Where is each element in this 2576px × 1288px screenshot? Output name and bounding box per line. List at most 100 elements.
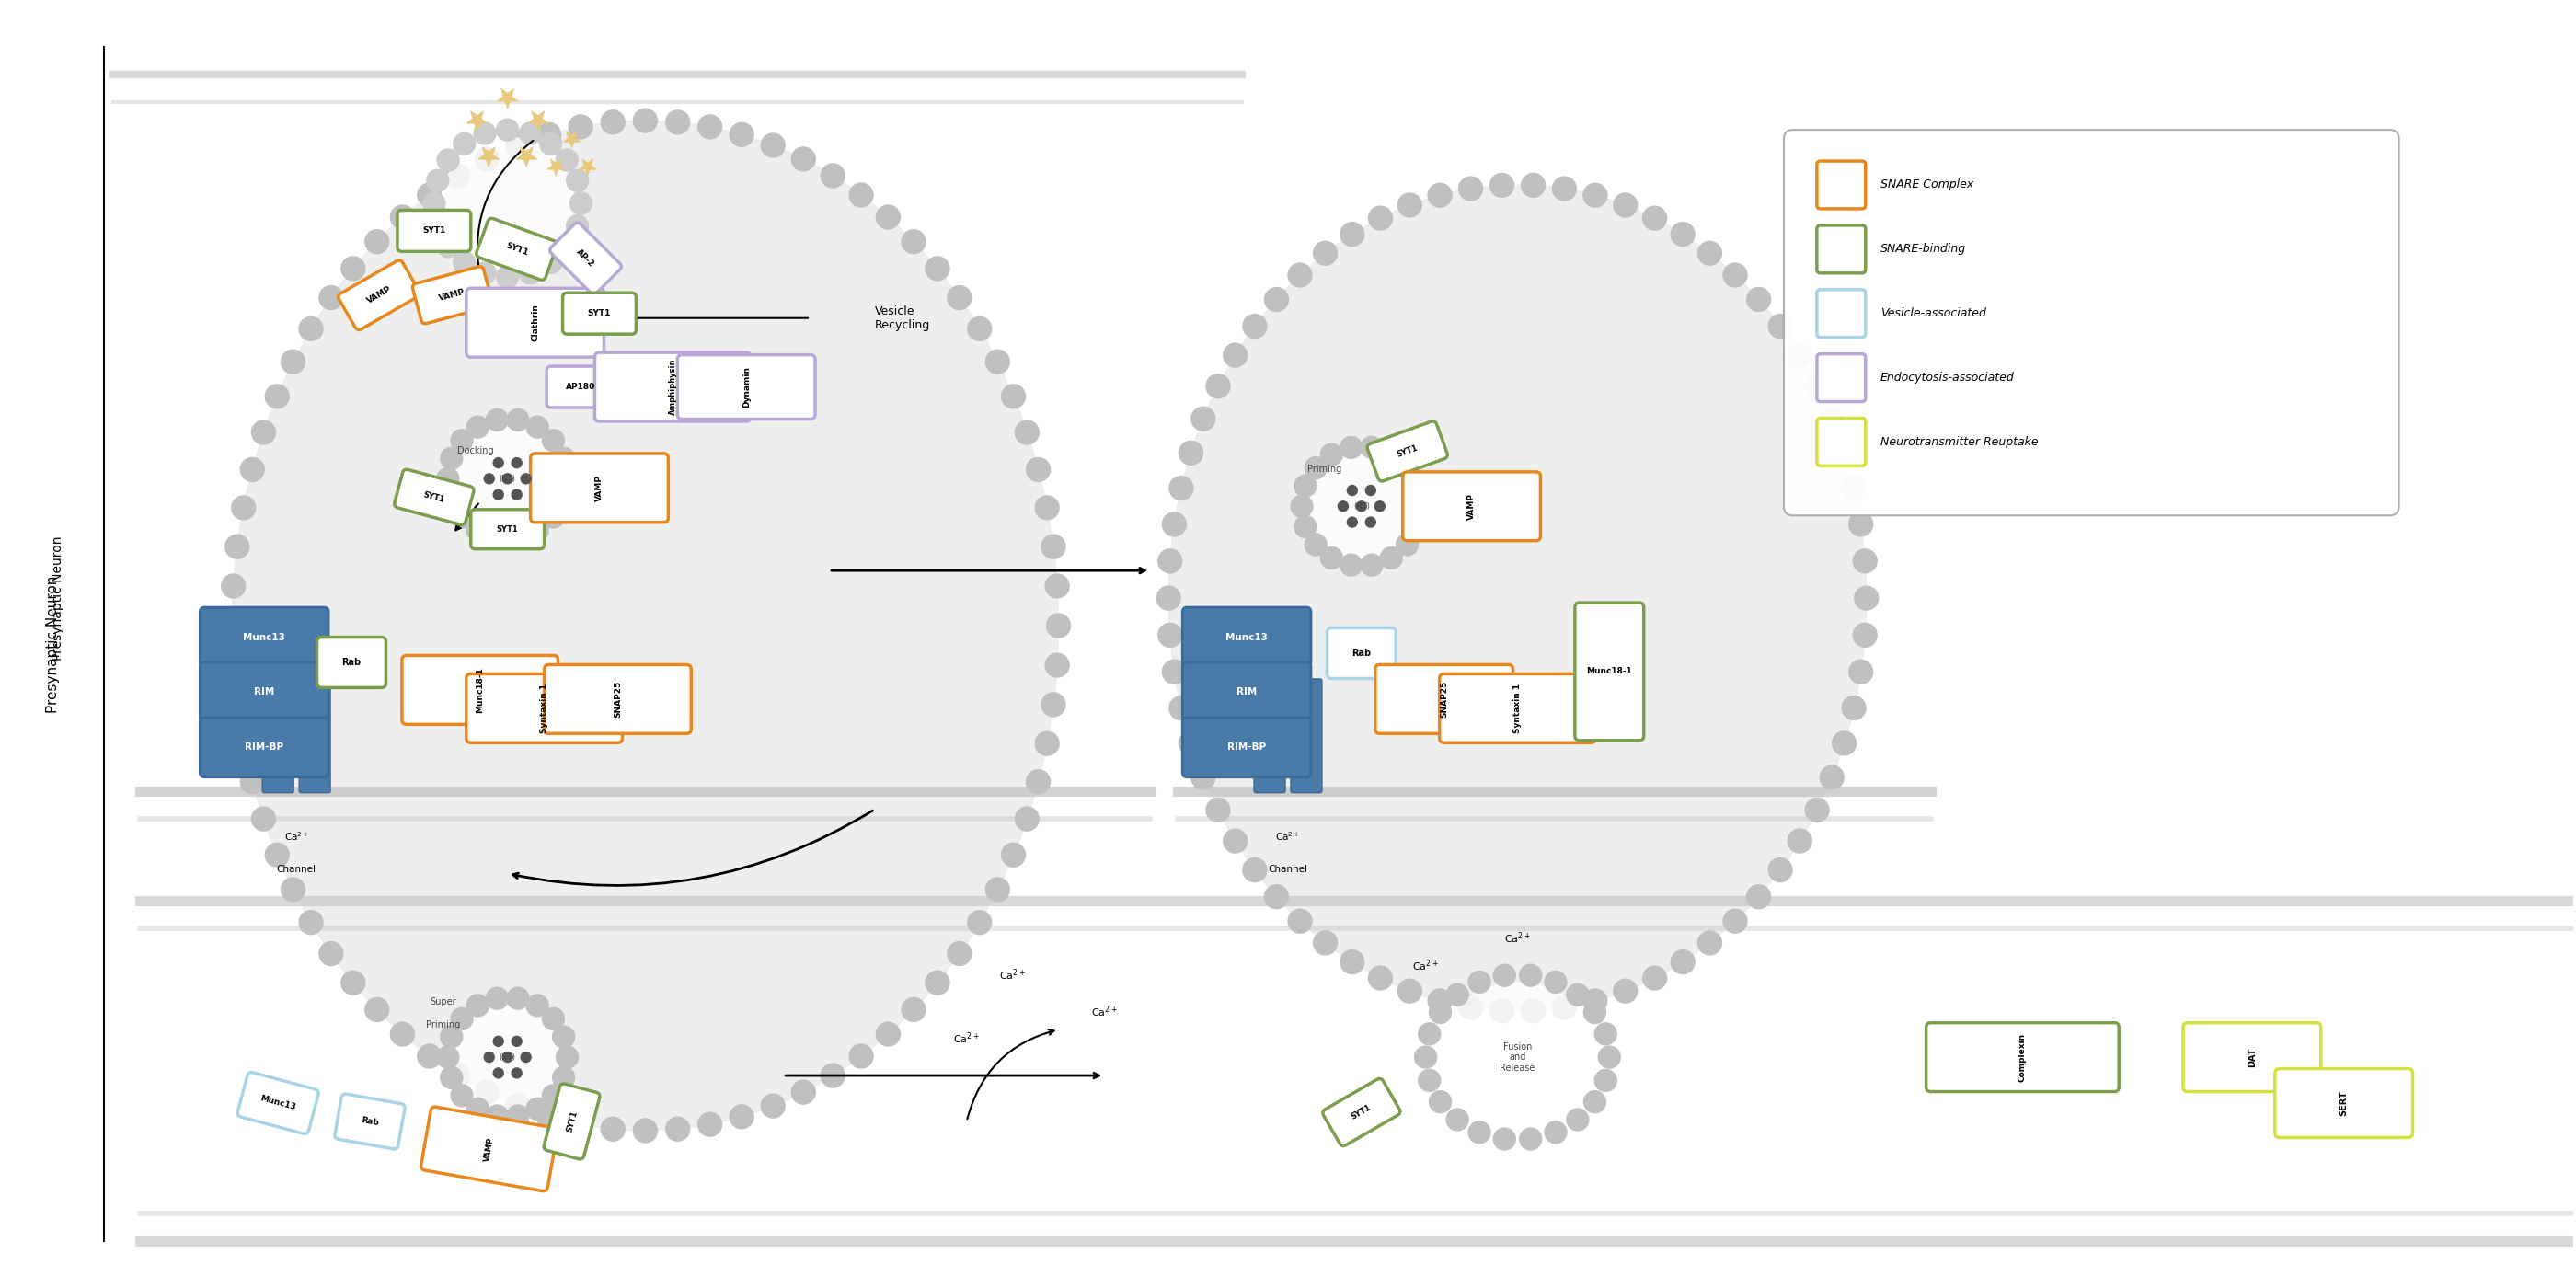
Circle shape xyxy=(466,994,489,1016)
Circle shape xyxy=(1427,989,1453,1012)
Circle shape xyxy=(440,1066,464,1088)
Text: Priming: Priming xyxy=(425,1020,461,1029)
Ellipse shape xyxy=(440,137,574,269)
FancyBboxPatch shape xyxy=(677,354,814,419)
Circle shape xyxy=(536,122,562,147)
FancyBboxPatch shape xyxy=(1783,130,2398,515)
Circle shape xyxy=(729,1105,755,1128)
Circle shape xyxy=(507,527,528,549)
Circle shape xyxy=(520,122,541,144)
Circle shape xyxy=(1747,287,1770,312)
Circle shape xyxy=(1025,770,1051,793)
Circle shape xyxy=(366,998,389,1021)
Circle shape xyxy=(987,877,1010,902)
FancyBboxPatch shape xyxy=(1368,421,1448,482)
Circle shape xyxy=(556,236,577,258)
Circle shape xyxy=(1427,183,1453,207)
Circle shape xyxy=(1046,613,1072,638)
Circle shape xyxy=(1445,984,1468,1006)
Circle shape xyxy=(526,519,549,541)
Circle shape xyxy=(474,122,495,144)
FancyBboxPatch shape xyxy=(412,267,492,323)
FancyBboxPatch shape xyxy=(1816,225,1865,273)
Text: RIM-BP: RIM-BP xyxy=(245,743,283,752)
Circle shape xyxy=(1321,443,1342,465)
Circle shape xyxy=(1489,999,1515,1023)
Circle shape xyxy=(1314,931,1337,954)
Text: VAMP: VAMP xyxy=(482,1136,495,1162)
FancyBboxPatch shape xyxy=(299,679,330,792)
Circle shape xyxy=(451,1007,474,1030)
Circle shape xyxy=(1584,183,1607,207)
Circle shape xyxy=(665,111,690,134)
Circle shape xyxy=(1002,384,1025,408)
Text: Rab: Rab xyxy=(361,1115,379,1127)
Circle shape xyxy=(497,265,518,287)
Circle shape xyxy=(1360,554,1383,576)
FancyBboxPatch shape xyxy=(544,665,690,734)
Circle shape xyxy=(265,842,289,867)
Circle shape xyxy=(1293,475,1316,497)
Circle shape xyxy=(484,474,495,484)
Circle shape xyxy=(392,1023,415,1046)
FancyBboxPatch shape xyxy=(420,1106,556,1191)
Circle shape xyxy=(1162,659,1185,684)
Circle shape xyxy=(1832,440,1857,465)
FancyBboxPatch shape xyxy=(1404,471,1540,541)
Circle shape xyxy=(1036,732,1059,756)
Circle shape xyxy=(219,613,245,638)
FancyBboxPatch shape xyxy=(549,223,621,294)
Circle shape xyxy=(1046,653,1069,677)
Circle shape xyxy=(340,971,366,994)
Polygon shape xyxy=(466,111,487,131)
Circle shape xyxy=(1430,1002,1450,1024)
Circle shape xyxy=(222,574,245,598)
Text: DAT: DAT xyxy=(2246,1047,2257,1066)
Circle shape xyxy=(1340,223,1365,246)
Circle shape xyxy=(822,164,845,188)
Circle shape xyxy=(1458,996,1484,1020)
Circle shape xyxy=(1643,966,1667,990)
Ellipse shape xyxy=(453,1003,562,1110)
Text: Vesicle-associated: Vesicle-associated xyxy=(1880,308,1986,319)
Circle shape xyxy=(487,988,507,1010)
Text: Presynaptic Neuron: Presynaptic Neuron xyxy=(52,536,64,661)
FancyBboxPatch shape xyxy=(466,674,623,743)
Text: Neurotransmitter Reuptake: Neurotransmitter Reuptake xyxy=(1880,437,2038,448)
Text: Syntaxin 1: Syntaxin 1 xyxy=(541,684,549,733)
Circle shape xyxy=(1170,477,1193,500)
Circle shape xyxy=(1723,263,1747,287)
Text: Amphiphysin: Amphiphysin xyxy=(670,358,677,415)
Circle shape xyxy=(554,447,574,469)
Circle shape xyxy=(1406,475,1430,497)
Circle shape xyxy=(554,1025,574,1047)
Circle shape xyxy=(484,1052,495,1063)
Circle shape xyxy=(507,1105,528,1127)
Circle shape xyxy=(1242,858,1267,882)
Ellipse shape xyxy=(1170,185,1868,1011)
Circle shape xyxy=(1643,206,1667,231)
Circle shape xyxy=(451,429,474,451)
Circle shape xyxy=(428,170,448,192)
Circle shape xyxy=(502,1052,513,1063)
FancyBboxPatch shape xyxy=(201,662,330,723)
Circle shape xyxy=(1613,193,1638,218)
Text: Priming: Priming xyxy=(1309,465,1342,474)
Circle shape xyxy=(340,256,366,281)
Polygon shape xyxy=(580,160,598,175)
Circle shape xyxy=(822,1064,845,1087)
Circle shape xyxy=(1788,344,1811,367)
Circle shape xyxy=(1265,287,1288,312)
Circle shape xyxy=(1041,693,1066,716)
Circle shape xyxy=(1584,1091,1605,1113)
FancyBboxPatch shape xyxy=(1816,290,1865,337)
FancyBboxPatch shape xyxy=(1376,665,1512,734)
Circle shape xyxy=(1842,696,1865,720)
Text: SYT1: SYT1 xyxy=(1350,1104,1373,1122)
Circle shape xyxy=(507,408,528,431)
FancyBboxPatch shape xyxy=(1574,603,1643,741)
Circle shape xyxy=(224,693,250,716)
Circle shape xyxy=(1747,885,1770,908)
Circle shape xyxy=(1672,951,1695,974)
Circle shape xyxy=(541,133,562,155)
